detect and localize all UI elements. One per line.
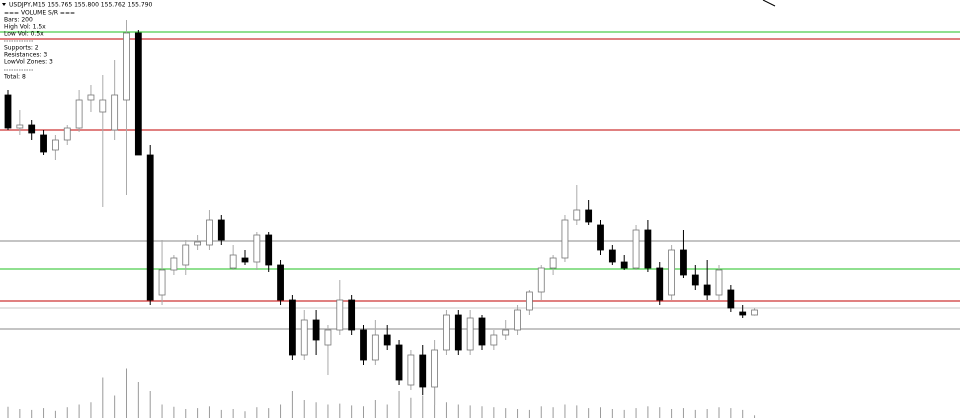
- candle-body: [443, 314, 450, 351]
- candle-body: [40, 134, 47, 153]
- candle-body: [336, 299, 344, 331]
- candle-body: [395, 344, 403, 381]
- candle-body: [691, 274, 699, 286]
- candle-body: [348, 299, 356, 331]
- scroll-marker: [762, 0, 776, 7]
- candle-body: [158, 269, 166, 296]
- candle-body: [265, 234, 273, 266]
- candle-body: [478, 317, 486, 346]
- candle-body: [644, 229, 652, 269]
- candle-body: [288, 299, 296, 356]
- candle-body: [324, 329, 332, 346]
- candle-body: [608, 249, 616, 263]
- candle-body: [241, 257, 249, 263]
- candle-body: [52, 139, 59, 151]
- candle-body: [300, 319, 308, 356]
- candle-body: [371, 334, 379, 361]
- candle-body: [360, 329, 367, 361]
- info-panel: USDJPY,M15 155.765 155.800 155.762 155.7…: [2, 2, 153, 81]
- chart-title: USDJPY,M15 155.765 155.800 155.762 155.7…: [9, 2, 153, 9]
- candle-body: [454, 314, 462, 351]
- candle-body: [407, 354, 415, 386]
- candle-body: [620, 261, 628, 269]
- candle-body: [182, 244, 190, 266]
- info-line: Bars: 200: [4, 17, 33, 24]
- candle-body: [134, 32, 142, 156]
- candle-body: [217, 219, 225, 241]
- dropdown-icon: [2, 3, 6, 6]
- candle-body: [194, 241, 202, 246]
- info-line: Low Vol: 0.5x: [4, 31, 44, 38]
- candle-body: [146, 154, 154, 301]
- candle-body: [206, 219, 213, 246]
- candle-body: [727, 289, 735, 309]
- candle-body: [715, 269, 723, 296]
- candles: [4, 20, 758, 405]
- candle-body: [170, 257, 178, 271]
- info-line: === VOLUME S/R ===: [4, 10, 75, 17]
- candle-body: [549, 257, 557, 269]
- candle-body: [4, 94, 12, 129]
- candle-body: [502, 329, 510, 336]
- candle-body: [514, 309, 521, 331]
- candle-body: [526, 291, 533, 311]
- info-line: Resistances: 3: [4, 52, 47, 59]
- levels: [0, 31, 960, 330]
- candle-body: [632, 229, 640, 269]
- candle-body: [16, 124, 24, 129]
- info-line: High Vol: 1.5x: [4, 24, 46, 31]
- candle-body: [87, 94, 95, 101]
- candle-body: [419, 354, 427, 388]
- candle-body: [383, 334, 391, 346]
- candle-body: [656, 267, 664, 301]
- candle-body: [466, 317, 474, 351]
- candle-body: [99, 99, 107, 113]
- candle-body: [703, 284, 711, 296]
- candle-body: [573, 209, 581, 221]
- candle-body: [312, 319, 320, 341]
- candle-body: [123, 32, 130, 101]
- candle-body: [111, 94, 119, 131]
- candle-body: [490, 334, 498, 346]
- candle-body: [668, 249, 675, 296]
- candle-body: [585, 209, 593, 223]
- candle-body: [253, 234, 261, 263]
- candle-body: [561, 219, 569, 259]
- candle-body: [63, 127, 71, 141]
- candle-body: [597, 224, 604, 251]
- candle-body: [751, 309, 758, 316]
- candle-body: [229, 254, 237, 269]
- info-line: LowVol Zones: 3: [4, 59, 53, 66]
- info-line: Supports: 2: [4, 45, 39, 52]
- candle-body: [75, 99, 83, 129]
- candle-body: [277, 264, 284, 301]
- candle-body: [431, 349, 439, 388]
- candle-body: [739, 311, 747, 316]
- candle-body: [680, 249, 687, 276]
- candle-body: [537, 267, 545, 293]
- info-line: Total: 8: [3, 74, 26, 81]
- candle-body: [28, 124, 36, 134]
